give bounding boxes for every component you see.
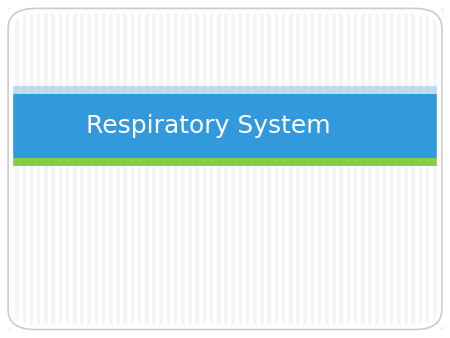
Bar bbox=[87, 8, 91, 330]
Bar bbox=[303, 8, 307, 330]
Bar bbox=[411, 8, 415, 330]
Bar bbox=[318, 8, 321, 330]
Bar bbox=[382, 8, 386, 330]
Bar bbox=[418, 8, 422, 330]
Bar bbox=[224, 8, 228, 330]
Bar bbox=[296, 8, 300, 330]
Bar bbox=[332, 8, 336, 330]
Bar bbox=[138, 8, 141, 330]
Bar bbox=[66, 8, 69, 330]
Bar bbox=[231, 8, 235, 330]
Bar bbox=[260, 8, 264, 330]
Bar bbox=[310, 8, 314, 330]
Bar bbox=[217, 8, 220, 330]
Bar bbox=[346, 8, 350, 330]
Bar bbox=[238, 8, 242, 330]
Bar bbox=[8, 8, 12, 330]
Bar bbox=[80, 8, 84, 330]
Bar bbox=[282, 8, 285, 330]
Bar bbox=[15, 8, 19, 330]
Bar bbox=[30, 8, 33, 330]
Bar bbox=[202, 8, 206, 330]
Bar bbox=[433, 8, 436, 330]
Bar bbox=[44, 8, 48, 330]
Bar bbox=[246, 8, 249, 330]
Bar bbox=[73, 8, 77, 330]
Bar bbox=[289, 8, 293, 330]
Bar bbox=[116, 8, 120, 330]
Bar bbox=[159, 8, 163, 330]
Bar bbox=[404, 8, 408, 330]
FancyBboxPatch shape bbox=[8, 8, 442, 330]
Bar bbox=[102, 8, 105, 330]
Bar bbox=[152, 8, 156, 330]
Bar bbox=[181, 8, 184, 330]
Bar bbox=[8, 94, 442, 158]
Text: Respiratory System: Respiratory System bbox=[86, 114, 331, 138]
Bar bbox=[8, 158, 442, 166]
Bar bbox=[339, 8, 343, 330]
Bar bbox=[145, 8, 148, 330]
Bar bbox=[253, 8, 256, 330]
Bar bbox=[130, 8, 134, 330]
Bar bbox=[174, 8, 177, 330]
Bar bbox=[354, 8, 357, 330]
Bar bbox=[58, 8, 62, 330]
Bar bbox=[368, 8, 372, 330]
Bar bbox=[397, 8, 400, 330]
Bar bbox=[195, 8, 199, 330]
Bar bbox=[188, 8, 192, 330]
Bar bbox=[8, 86, 442, 94]
Bar bbox=[274, 8, 278, 330]
Bar bbox=[210, 8, 213, 330]
Bar bbox=[440, 8, 444, 330]
Bar bbox=[123, 8, 127, 330]
Bar bbox=[37, 8, 40, 330]
Bar bbox=[390, 8, 393, 330]
Bar bbox=[361, 8, 365, 330]
Bar bbox=[51, 8, 55, 330]
Bar bbox=[426, 8, 429, 330]
Bar bbox=[267, 8, 271, 330]
Bar bbox=[166, 8, 170, 330]
Bar bbox=[325, 8, 328, 330]
Bar bbox=[22, 8, 26, 330]
Bar bbox=[375, 8, 379, 330]
Bar bbox=[94, 8, 98, 330]
Bar bbox=[109, 8, 112, 330]
